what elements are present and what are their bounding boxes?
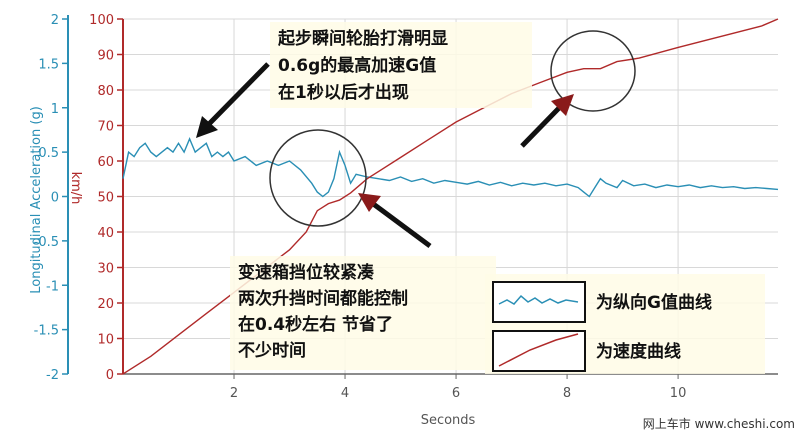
y-left-tick-label-4: 0 <box>51 191 59 206</box>
arrow-shift-2 <box>520 94 574 148</box>
annotation-launch: 起步瞬间轮胎打滑明显 0.6g的最高加速G值 在1秒以后才出现 <box>270 22 532 108</box>
legend-label-speed: 为速度曲线 <box>596 341 681 362</box>
y-left-tick-label-3: 0.5 <box>38 146 59 161</box>
legend-swatch-g <box>492 281 586 323</box>
y-right-tick-label-6: 40 <box>97 226 114 241</box>
annotation-shift-line-2: 两次升挡时间都能控制 <box>238 288 408 309</box>
x-tick-label-1: 4 <box>341 386 349 401</box>
annotation-shift-line-3: 在0.4秒左右 节省了 <box>238 314 393 335</box>
y-left-tick-label-8: -2 <box>46 368 59 383</box>
y-left-tick-label-1: 1.5 <box>38 57 59 72</box>
legend-label-g: 为纵向G值曲线 <box>596 292 712 313</box>
y-left-axis-label: Longitudinal Acceleration (g) <box>29 106 44 294</box>
arrow-shift-1 <box>358 193 432 249</box>
annotation-shift-line-4: 不少时间 <box>238 340 306 361</box>
x-tick-label-3: 8 <box>563 386 571 401</box>
legend: 为纵向G值曲线 为速度曲线 <box>485 274 765 374</box>
y-right-tick-label-4: 60 <box>97 155 114 170</box>
annotation-shift: 变速箱挡位较紧凑 两次升挡时间都能控制 在0.4秒左右 节省了 不少时间 <box>230 256 496 370</box>
y-right-tick-label-2: 80 <box>97 84 114 99</box>
annotation-launch-line-2: 0.6g的最高加速G值 <box>278 55 436 76</box>
x-tick-label-2: 6 <box>452 386 460 401</box>
annotation-shift-line-1: 变速箱挡位较紧凑 <box>238 262 375 283</box>
y-right-tick-label-10: 0 <box>106 368 114 383</box>
y-right-tick-label-7: 30 <box>97 262 114 277</box>
y-left-tick-label-5: -0.5 <box>34 235 59 250</box>
annotation-launch-line-1: 起步瞬间轮胎打滑明显 <box>277 28 448 49</box>
legend-swatch-g-line <box>498 294 579 305</box>
shift-circle-2 <box>550 30 636 112</box>
annotation-launch-line-3: 在1秒以后才出现 <box>278 82 409 103</box>
x-tick-label-0: 2 <box>230 386 238 401</box>
y-right-tick-label-0: 100 <box>89 13 114 28</box>
y-left-tick-label-2: 1 <box>51 102 59 117</box>
arrow-launch <box>196 62 270 138</box>
y-right-tick-label-1: 90 <box>97 49 114 64</box>
x-tick-label-4: 10 <box>670 386 687 401</box>
axes: 21.510.50-0.5-1-1.5-21009080706050403020… <box>34 13 778 401</box>
shift-circle-1 <box>269 129 367 227</box>
y-left-tick-label-0: 2 <box>51 13 59 28</box>
y-right-tick-label-9: 10 <box>97 333 114 348</box>
y-right-tick-label-5: 50 <box>97 191 114 206</box>
y-left-tick-label-6: -1 <box>46 279 59 294</box>
x-axis-label: Seconds <box>421 413 476 428</box>
legend-swatch-speed <box>492 330 586 372</box>
y-right-tick-label-3: 70 <box>97 120 114 135</box>
legend-swatch-speed-line <box>498 333 579 367</box>
watermark: 网上车市 www.cheshi.com <box>643 416 795 431</box>
y-right-tick-label-8: 20 <box>97 297 114 312</box>
y-right-axis-label: km/h <box>68 172 83 205</box>
y-left-tick-label-7: -1.5 <box>34 324 59 339</box>
series-line-0 <box>122 136 779 198</box>
